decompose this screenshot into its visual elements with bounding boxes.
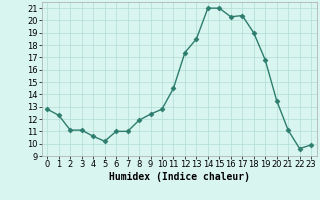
X-axis label: Humidex (Indice chaleur): Humidex (Indice chaleur) [109, 172, 250, 182]
